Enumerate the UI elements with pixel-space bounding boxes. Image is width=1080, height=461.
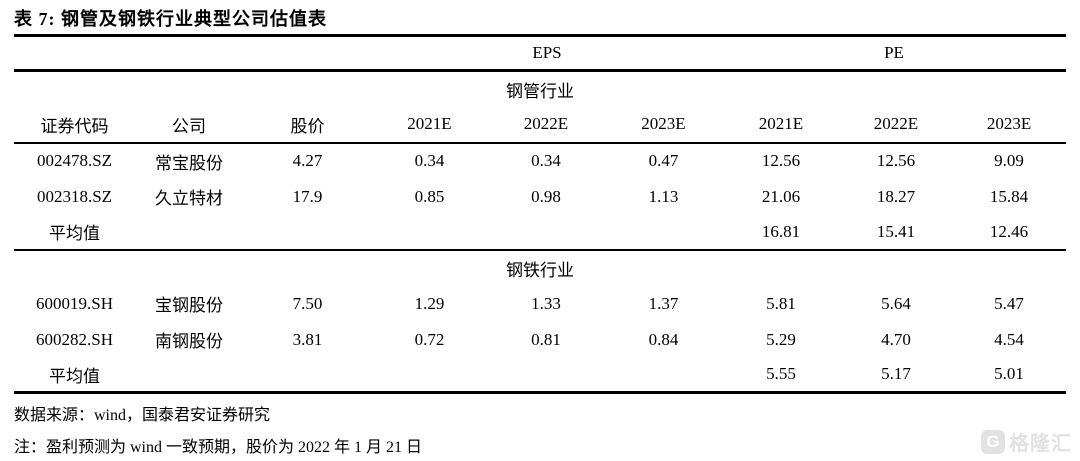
stock-code-cell: 600282.SH xyxy=(36,329,113,349)
average-label-cell: 平均值 xyxy=(14,214,135,251)
avg-pe-2023-cell: 5.01 xyxy=(952,357,1067,394)
avg-pe-2022-cell: 15.41 xyxy=(840,214,952,251)
avg-pe-2022-cell: 5.17 xyxy=(840,357,952,394)
price-cell: 4.27 xyxy=(292,151,323,170)
company-cell: 宝钢股份 xyxy=(155,296,223,315)
column-header-code: 证券代码 xyxy=(14,106,135,144)
pe-2022-cell: 18.27 xyxy=(876,186,916,206)
eps-2022-cell: 1.33 xyxy=(531,293,561,313)
stock-code-cell: 002478.SZ xyxy=(36,151,113,170)
table-row: 600019.SH 宝钢股份 7.50 1.29 1.33 1.37 5.81 … xyxy=(14,286,1066,322)
average-row: 平均值 5.55 5.17 5.01 xyxy=(14,357,1067,394)
column-header-eps-2021: 2021E xyxy=(372,106,487,144)
section-header-steel-pipe: 钢管行业 xyxy=(506,81,574,101)
eps-2022-cell: 0.98 xyxy=(531,186,561,206)
eps-2023-cell: 0.84 xyxy=(648,329,679,349)
company-cell: 久立特材 xyxy=(155,189,223,208)
avg-pe-2021-cell: 16.81 xyxy=(722,214,840,251)
column-header-pe-2023: 2023E xyxy=(952,106,1067,144)
page-title: 表 7: 钢管及钢铁行业典型公司估值表 xyxy=(14,9,327,29)
eps-2023-cell: 1.37 xyxy=(648,293,679,313)
footnote: 注：盈利预测为 wind 一致预期，股价为 2022 年 1 月 21 日 xyxy=(14,439,423,456)
pe-2023-cell: 4.54 xyxy=(994,329,1024,349)
source-note: 数据来源：wind，国泰君安证券研究 xyxy=(14,407,271,424)
group-header-spacer xyxy=(14,34,372,72)
column-header-eps-2023: 2023E xyxy=(605,106,722,144)
price-cell: 3.81 xyxy=(292,329,323,349)
table-row: 002318.SZ 久立特材 17.9 0.85 0.98 1.13 21.06… xyxy=(14,179,1066,215)
column-header-pe-2022: 2022E xyxy=(840,106,952,144)
avg-pe-2021-cell: 5.55 xyxy=(722,357,840,394)
pe-2021-cell: 12.56 xyxy=(761,151,801,170)
section-header-row: 钢管行业 xyxy=(14,71,1066,107)
column-header-row: 证券代码 公司 股价 2021E 2022E 2023E 2021E 2022E… xyxy=(14,106,1067,144)
avg-pe-2023-cell: 12.46 xyxy=(952,214,1067,251)
eps-2021-cell: 0.34 xyxy=(414,151,445,170)
table-row: 600282.SH 南钢股份 3.81 0.72 0.81 0.84 5.29 … xyxy=(14,322,1066,358)
eps-2022-cell: 0.34 xyxy=(531,151,561,170)
eps-2021-cell: 1.29 xyxy=(414,293,445,313)
stock-code-cell: 002318.SZ xyxy=(36,186,113,206)
gelonghui-logo-icon: G xyxy=(981,429,1005,454)
table-row: 002478.SZ 常宝股份 4.27 0.34 0.34 0.47 12.56… xyxy=(14,143,1066,179)
eps-2021-cell: 0.85 xyxy=(414,186,445,206)
average-row: 平均值 16.81 15.41 12.46 xyxy=(14,214,1067,251)
eps-2023-cell: 1.13 xyxy=(648,186,679,206)
pe-2022-cell: 12.56 xyxy=(876,151,916,170)
average-label-cell: 平均值 xyxy=(14,357,135,394)
watermark-text: 格隆汇 xyxy=(1009,433,1072,455)
column-header-company: 公司 xyxy=(135,106,243,144)
group-header-eps: EPS xyxy=(372,34,722,72)
eps-2021-cell: 0.72 xyxy=(414,329,445,349)
group-header-pe: PE xyxy=(722,34,1067,72)
price-cell: 17.9 xyxy=(292,186,323,206)
price-cell: 7.50 xyxy=(292,293,323,313)
pe-2021-cell: 21.06 xyxy=(761,186,801,206)
company-cell: 南钢股份 xyxy=(155,332,223,351)
pe-2023-cell: 15.84 xyxy=(989,186,1029,206)
section-header-row: 钢铁行业 xyxy=(14,250,1066,286)
pe-2021-cell: 5.81 xyxy=(766,293,796,313)
pe-2023-cell: 9.09 xyxy=(994,151,1024,170)
column-header-pe-2021: 2021E xyxy=(722,106,840,144)
watermark: G 格隆汇 xyxy=(981,427,1072,456)
group-header-row: EPS PE xyxy=(14,34,1067,72)
pe-2022-cell: 5.64 xyxy=(881,293,911,313)
pe-2021-cell: 5.29 xyxy=(766,329,796,349)
stock-code-cell: 600019.SH xyxy=(36,293,113,313)
pe-2023-cell: 5.47 xyxy=(994,293,1024,313)
column-header-eps-2022: 2022E xyxy=(487,106,605,144)
eps-2023-cell: 0.47 xyxy=(648,151,679,170)
section-header-steel: 钢铁行业 xyxy=(506,260,574,280)
company-cell: 常宝股份 xyxy=(155,153,223,173)
pe-2022-cell: 4.70 xyxy=(881,329,911,349)
column-header-price: 股价 xyxy=(243,106,372,144)
valuation-table: EPS PE 钢管行业 证券代码 公司 股价 2021E 2022E 2023E… xyxy=(14,34,1067,394)
eps-2022-cell: 0.81 xyxy=(531,329,561,349)
